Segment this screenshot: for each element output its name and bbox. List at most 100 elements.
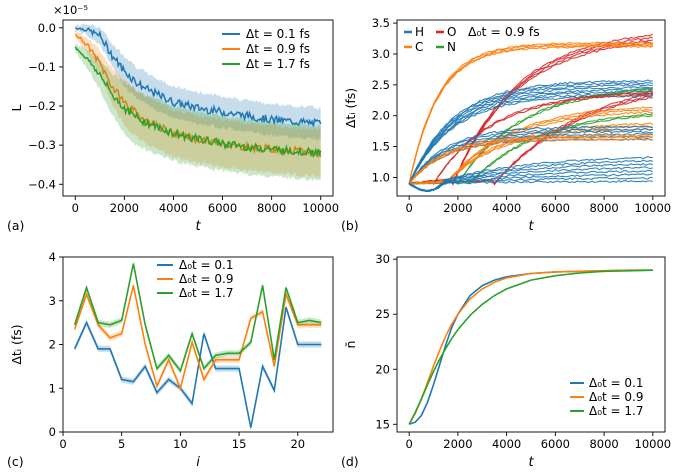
- x-tick-label: 4000: [492, 201, 521, 215]
- y-tick-label: 2.5: [372, 78, 390, 92]
- y-tick-label: 15: [375, 417, 390, 431]
- y-axis-label: n̄: [343, 341, 358, 349]
- y-tick-label: 0.0: [38, 21, 56, 35]
- y-tick-label: 3.0: [372, 47, 390, 61]
- legend-label: Δ₀t = 0.1: [589, 376, 644, 390]
- legend-label: O: [447, 25, 456, 39]
- x-tick-label: 0: [59, 437, 66, 451]
- x-tick-label: 8000: [257, 201, 286, 215]
- y-axis-label: Δtᵢ (fs): [343, 88, 358, 128]
- series-line-C: [408, 134, 653, 184]
- axes-frame: [396, 256, 666, 433]
- legend-label: Δ₀t = 1.7: [179, 286, 234, 300]
- x-tick-label: 5: [118, 437, 125, 451]
- x-tick-label: 10000: [635, 201, 672, 215]
- series-line-H: [408, 87, 653, 184]
- series-line-H: [408, 83, 653, 185]
- y-tick-label: 4: [49, 250, 56, 264]
- series-line-O: [408, 36, 654, 185]
- legend-label: Δt = 0.1 fs: [246, 27, 310, 41]
- x-tick-label: 4000: [492, 437, 521, 451]
- series-line-C: [408, 137, 653, 184]
- x-tick-label: 0: [72, 201, 79, 215]
- legend-label: Δ₀t = 1.7: [589, 404, 644, 418]
- y-tick-label: 20: [375, 362, 390, 376]
- series-line-H: [408, 125, 653, 184]
- x-tick-label: 2000: [443, 201, 472, 215]
- series-line-H: [408, 179, 653, 192]
- y-tick-label: 2.0: [372, 109, 390, 123]
- y-axis-label: L: [9, 104, 24, 111]
- y-tick-label: 1.5: [372, 140, 390, 154]
- series-line-blue: [73, 307, 322, 428]
- series-line-orange: [73, 285, 322, 391]
- legend-label: Δt = 1.7 fs: [246, 57, 310, 71]
- x-tick-label: 20: [290, 437, 305, 451]
- series-line-green: [73, 263, 322, 373]
- y-tick-label: 3.5: [372, 16, 390, 30]
- x-tick-label: 15: [232, 437, 247, 451]
- y-tick-label: −0.1: [28, 60, 56, 74]
- legend-label: C: [415, 40, 423, 54]
- panel-label: (d): [341, 454, 359, 469]
- panel-label: (a): [7, 218, 24, 233]
- x-axis-label: t: [195, 219, 201, 234]
- x-tick-label: 10000: [302, 201, 339, 215]
- series-line-blue: [74, 27, 322, 127]
- legend-label: H: [415, 25, 424, 39]
- panel-label: (b): [341, 218, 359, 233]
- panel-label: (c): [7, 454, 24, 469]
- axes-frame: [396, 19, 666, 197]
- y-tick-label: 0: [49, 425, 56, 439]
- annotation: Δ₀t = 0.9 fs: [468, 24, 540, 39]
- y-tick-label: 3: [49, 294, 56, 308]
- series-line-green: [408, 269, 653, 425]
- x-tick-label: 10000: [635, 437, 672, 451]
- legend-label: Δ₀t = 0.9: [179, 272, 234, 286]
- x-tick-label: 6000: [208, 201, 237, 215]
- scale-factor-label: ×10⁻⁵: [53, 3, 88, 17]
- series-line-H: [408, 82, 653, 185]
- x-axis-label: i: [196, 455, 200, 470]
- series-line-orange: [408, 269, 653, 425]
- band-blue: [75, 22, 321, 141]
- y-tick-label: 2: [49, 338, 56, 352]
- y-tick-label: −0.2: [28, 99, 56, 113]
- x-tick-label: 10: [173, 437, 188, 451]
- x-tick-label: 2000: [443, 437, 472, 451]
- series-line-H: [408, 90, 653, 185]
- band-orange: [75, 29, 321, 179]
- legend-label: N: [447, 40, 456, 54]
- series-line-H: [408, 128, 654, 185]
- series-line-H: [408, 135, 653, 184]
- series-line-H: [408, 156, 653, 192]
- y-tick-label: 30: [375, 252, 390, 266]
- x-tick-label: 6000: [541, 201, 570, 215]
- series-line-H: [408, 166, 653, 193]
- y-tick-label: 1: [49, 381, 56, 395]
- series-line-H: [408, 130, 653, 185]
- y-tick-label: −0.4: [28, 177, 56, 191]
- y-tick-label: 1.0: [372, 170, 390, 184]
- series-line-H: [408, 162, 653, 192]
- x-tick-label: 0: [406, 437, 413, 451]
- axes-d: 0 2000 4000 6000 8000 10000 15 20 25 30 t n̄ (d) Δ₀t …: [341, 252, 671, 470]
- series-line-C: [408, 42, 653, 184]
- x-tick-label: 8000: [589, 437, 618, 451]
- series-line-H: [408, 79, 653, 184]
- x-axis-label: t: [528, 455, 534, 470]
- series-line-C: [408, 41, 653, 184]
- legend-label: Δ₀t = 0.9: [589, 390, 644, 404]
- series-line-C: [409, 108, 653, 186]
- y-tick-label: 25: [375, 307, 390, 321]
- x-axis-label: t: [528, 219, 534, 234]
- x-tick-label: 6000: [541, 437, 570, 451]
- axes-b: 0 2000 4000 6000 8000 10000 1.0 1.5 2.0 2.5 3.0 3.5…: [341, 16, 671, 234]
- series-line-C: [408, 135, 653, 185]
- legend-label: Δt = 0.9 fs: [246, 42, 310, 56]
- y-axis-label: Δtᵢ (fs): [9, 324, 24, 364]
- axes-frame: [62, 19, 334, 197]
- x-tick-label: 2000: [110, 201, 139, 215]
